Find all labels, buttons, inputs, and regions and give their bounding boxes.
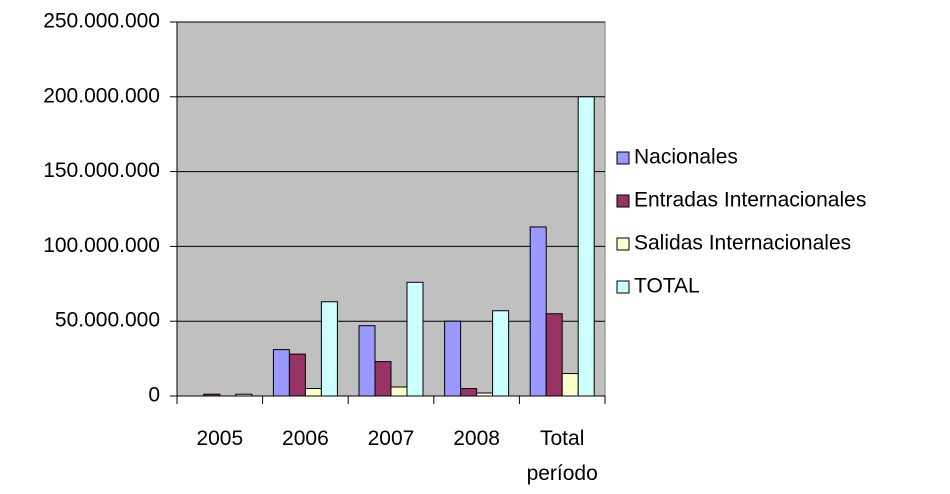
bar — [545, 313, 563, 397]
y-tick-label: 0 — [148, 384, 160, 407]
y-tick-label: 50.000.000 — [55, 309, 160, 332]
bar — [390, 386, 408, 397]
bar — [406, 281, 424, 397]
legend-swatch — [616, 280, 630, 294]
y-tick-label: 200.000.000 — [43, 84, 160, 107]
bar — [444, 320, 462, 397]
legend-label: Entradas Internacionales — [634, 189, 866, 212]
legend-swatch — [616, 237, 630, 251]
legend-label: Nacionales — [634, 146, 738, 169]
bar — [374, 361, 392, 397]
bar — [492, 310, 510, 397]
bar — [320, 301, 338, 397]
bar — [272, 349, 290, 397]
bar — [577, 96, 595, 397]
x-tick-label: Total período — [526, 427, 598, 485]
bar — [460, 388, 478, 397]
bar — [358, 325, 376, 397]
x-tick-label: 2008 — [453, 427, 500, 450]
x-tick-label: 2007 — [367, 427, 415, 450]
y-tick-label: 150.000.000 — [43, 159, 160, 182]
legend-swatch — [616, 151, 630, 165]
bar — [529, 226, 547, 397]
bar — [288, 353, 306, 397]
bar — [235, 393, 253, 397]
bar — [476, 392, 494, 397]
y-tick-label: 250.000.000 — [43, 10, 160, 33]
x-tick-label: 2006 — [282, 427, 329, 450]
bar — [203, 393, 221, 397]
legend-label: TOTAL — [634, 275, 700, 298]
x-tick-label: 2005 — [196, 427, 244, 450]
bar — [304, 388, 322, 397]
legend-swatch — [616, 194, 630, 208]
bar — [561, 373, 579, 397]
legend-label: Salidas Internacionales — [634, 232, 851, 255]
y-tick-label: 100.000.000 — [43, 234, 160, 257]
